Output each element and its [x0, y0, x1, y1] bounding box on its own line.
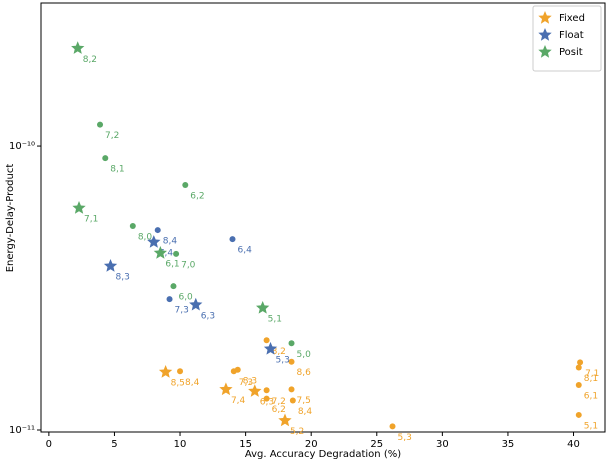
- point-label: 8,1: [110, 165, 124, 175]
- point-label: 5,3: [398, 433, 412, 443]
- point-label: 8,0: [138, 232, 153, 242]
- legend-marker: [538, 28, 552, 41]
- point: [129, 222, 136, 229]
- point-label: 7,3: [239, 378, 253, 388]
- point-label: 6,3: [201, 311, 215, 321]
- x-tick-label: 35: [502, 439, 515, 450]
- x-tick-label: 30: [436, 439, 449, 450]
- star-point: [278, 413, 292, 427]
- point-label: 8,2: [272, 347, 286, 357]
- point: [154, 227, 161, 234]
- point: [288, 358, 295, 365]
- x-tick-label: 15: [239, 439, 252, 450]
- point: [97, 121, 104, 128]
- point: [575, 382, 582, 389]
- point-label: 6,1: [165, 260, 179, 270]
- star-point: [71, 41, 85, 54]
- star-point: [153, 246, 167, 259]
- point-label: 8,4: [298, 407, 313, 417]
- point-label: 5,1: [584, 421, 598, 431]
- star-point: [219, 382, 233, 396]
- star-point: [248, 384, 262, 397]
- point: [575, 364, 582, 371]
- point: [182, 182, 189, 189]
- star-point: [263, 341, 278, 355]
- star-point: [158, 365, 173, 378]
- point-label: 5,0: [297, 350, 312, 360]
- point-label: 7,2: [105, 131, 119, 141]
- x-axis-label: Avg. Accuracy Degradation (%): [245, 449, 401, 460]
- legend-marker: [538, 45, 552, 58]
- point-label: 6,2: [272, 405, 286, 415]
- point-label: 7,2: [272, 397, 286, 407]
- point: [389, 423, 396, 430]
- star-point: [256, 301, 270, 314]
- point-label: 8,5: [171, 379, 185, 389]
- point-label: 8,2: [83, 55, 97, 65]
- point-label: 7,1: [585, 369, 599, 379]
- point-label: 7,3: [175, 306, 189, 316]
- point-label: 6,4: [237, 246, 252, 256]
- legend-marker: [538, 11, 552, 24]
- y-axis-label: Energy-Delay-Product: [5, 164, 16, 273]
- point-label: 6,1: [584, 392, 598, 402]
- point-label: 5,3: [276, 355, 290, 365]
- point: [263, 395, 270, 402]
- point-label: 7,4: [159, 249, 174, 259]
- star-point: [103, 259, 118, 272]
- point: [177, 368, 184, 375]
- star-point: [147, 235, 161, 248]
- x-tick-label: 25: [370, 439, 383, 450]
- point: [575, 411, 582, 418]
- point-label: 8,3: [116, 273, 130, 283]
- x-tick-label: 10: [174, 439, 187, 450]
- point: [102, 155, 109, 162]
- point-label: 5,2: [290, 427, 304, 437]
- legend-label: Float: [559, 30, 584, 41]
- point-label: 7,4: [231, 396, 246, 406]
- point-label: 5,1: [268, 314, 282, 324]
- point-label: 8,1: [584, 374, 598, 384]
- point: [173, 250, 180, 257]
- point-label: 8,4: [163, 237, 178, 247]
- x-tick-label: 5: [111, 439, 117, 450]
- y-tick-label: 10⁻¹⁰: [9, 141, 35, 152]
- star-point: [72, 201, 86, 214]
- point: [263, 387, 270, 394]
- point: [170, 283, 177, 290]
- point: [288, 386, 295, 393]
- y-tick-label: 10⁻¹¹: [9, 425, 35, 436]
- x-tick-label: 40: [567, 439, 580, 450]
- plot-frame: [40, 2, 606, 433]
- point-label: 6,3: [260, 398, 274, 408]
- point-label: 8,3: [243, 376, 257, 386]
- point-label: 7,1: [84, 215, 98, 225]
- point: [289, 397, 296, 404]
- point: [263, 337, 270, 344]
- point-label: 8,4: [185, 378, 200, 388]
- star-point: [189, 297, 203, 311]
- point-label: 7,0: [181, 260, 196, 270]
- legend-label: Posit: [559, 47, 583, 58]
- point: [166, 296, 173, 303]
- point-label: 7,5: [297, 396, 311, 406]
- x-tick-label: 20: [305, 439, 318, 450]
- x-tick-label: 0: [46, 439, 52, 450]
- point-label: 8,6: [297, 368, 312, 378]
- point: [577, 359, 584, 366]
- legend-label: Fixed: [559, 13, 585, 24]
- point-label: 6,2: [190, 192, 204, 202]
- point: [288, 340, 295, 347]
- point: [234, 366, 241, 373]
- point: [229, 236, 236, 243]
- legend-box: [532, 5, 602, 72]
- point-label: 6,0: [178, 293, 193, 303]
